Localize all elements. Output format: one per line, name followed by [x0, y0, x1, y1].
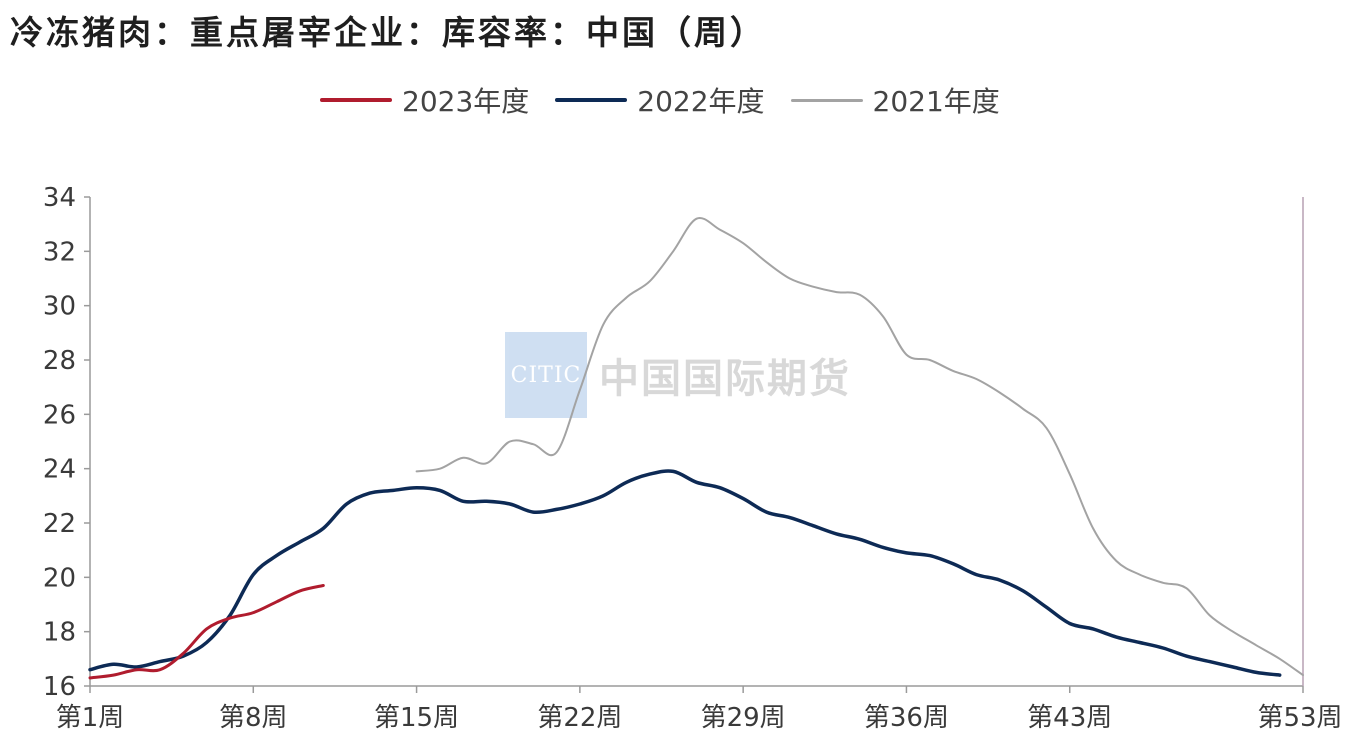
- x-tick-label: 第15周: [374, 703, 459, 733]
- x-tick-label: 第8周: [219, 703, 288, 733]
- y-tick-label: 28: [43, 346, 76, 376]
- chart-series: [88, 216, 1304, 680]
- x-tick-label: 第43周: [1027, 703, 1112, 733]
- legend-item-2021: 2021年度: [790, 80, 1000, 120]
- series-line-2022: [88, 469, 1282, 677]
- series-line-2023: [88, 584, 325, 680]
- x-tick-label: 第36周: [864, 703, 949, 733]
- y-tick-label: 34: [43, 183, 76, 213]
- x-tick-label: 第53周: [1257, 703, 1342, 733]
- series-line-2021: [415, 216, 1304, 677]
- y-tick-label: 22: [43, 509, 76, 539]
- y-tick-label: 20: [43, 563, 76, 593]
- chart-axes: 16 18 20 22 24 26 28 30 32 34 第1周 第8周 第15周 第22周 第29周 第3…: [43, 183, 1343, 733]
- legend-label-2022: 2022年度: [637, 85, 765, 118]
- legend-swatch-2023: [320, 98, 392, 102]
- legend-label-2023: 2023年度: [402, 85, 530, 118]
- y-tick-label: 16: [43, 672, 76, 702]
- legend-item-2023: 2023年度: [320, 80, 529, 120]
- legend-swatch-2021: [790, 98, 863, 102]
- y-tick-label: 24: [43, 455, 76, 485]
- x-tick-label: 第1周: [56, 703, 125, 733]
- y-tick-label: 18: [43, 618, 76, 648]
- chart-title: 冷冻猪肉：重点屠宰企业：库容率：中国（周）: [10, 13, 766, 52]
- legend-label-2021: 2021年度: [872, 85, 1000, 118]
- y-tick-label: 32: [43, 237, 76, 267]
- legend-swatch-2022: [555, 98, 628, 102]
- x-tick-label: 第22周: [537, 703, 622, 733]
- legend-item-2022: 2022年度: [555, 80, 765, 120]
- x-tick-label: 第29周: [701, 703, 786, 733]
- y-tick-label: 26: [43, 400, 76, 430]
- chart-legend: 2023年度 2022年度 2021年度: [320, 80, 1026, 120]
- y-tick-label: 30: [43, 292, 76, 322]
